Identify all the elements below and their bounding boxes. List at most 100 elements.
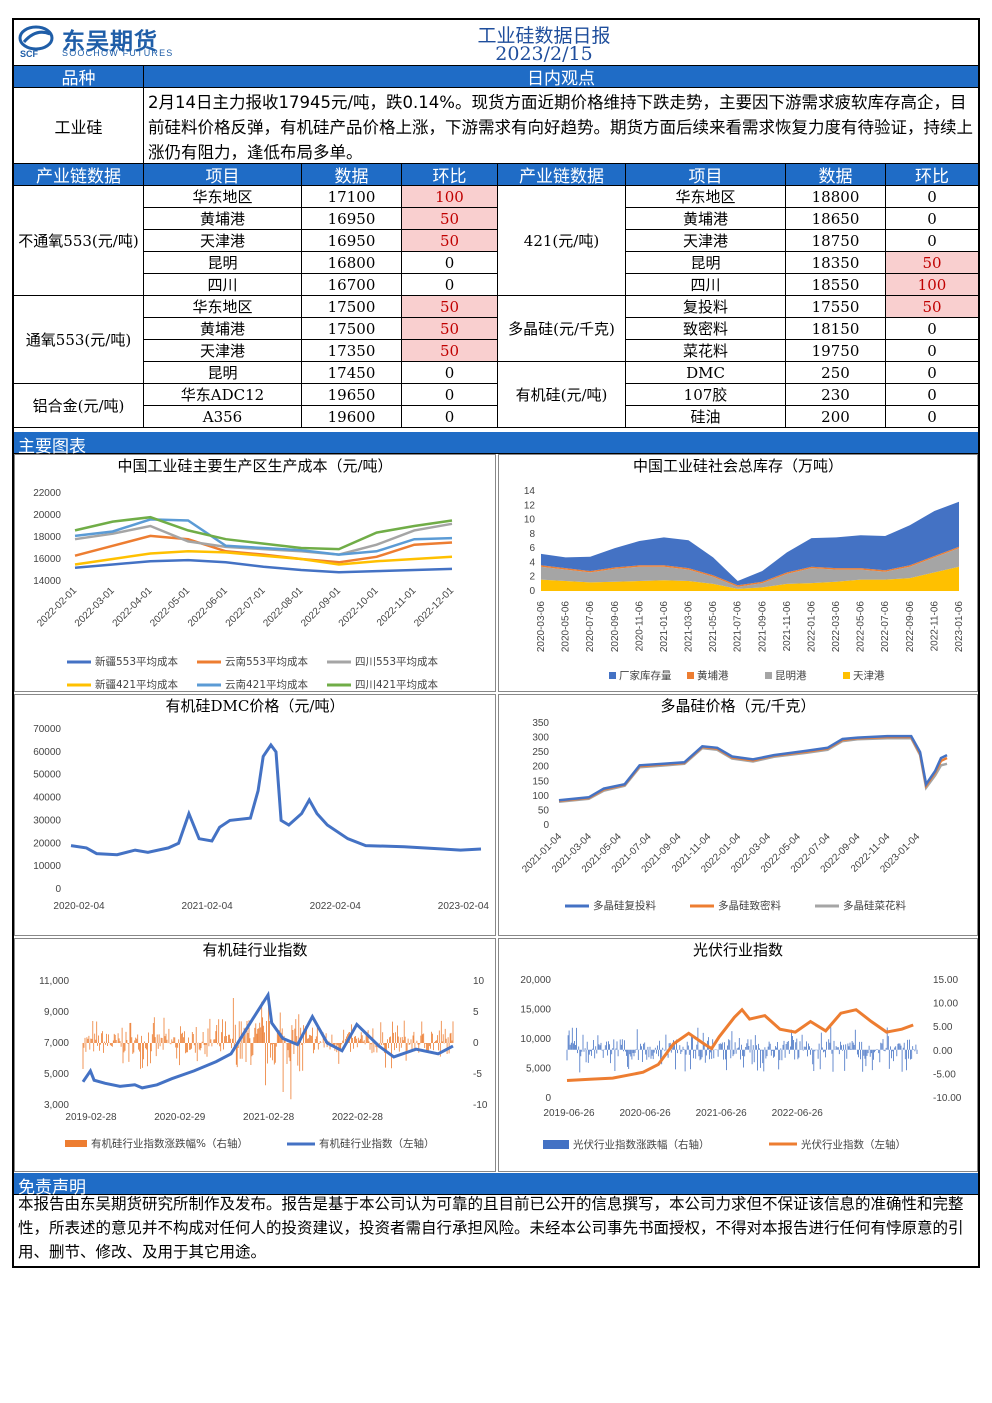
chain-item-cell: 华东地区 bbox=[144, 296, 302, 318]
chain-value-cell: 18350 bbox=[786, 252, 886, 274]
series-line bbox=[558, 735, 948, 803]
series-area bbox=[541, 546, 959, 587]
chart-panel-pv-index: 光伏行业指数 0 5,000 10,000 15,000 20,000 -10.00 -5.… bbox=[498, 938, 978, 1172]
y-tick-label: 40000 bbox=[33, 793, 61, 804]
chain-value-cell: 17350 bbox=[302, 340, 402, 362]
chain-header-cell: 数据 bbox=[786, 164, 886, 187]
legend-label: 多晶硅复投料 bbox=[593, 899, 656, 912]
y-right-tick-label: -10 bbox=[473, 1100, 488, 1111]
x-tick-label: 2019-06-26 bbox=[543, 1108, 595, 1119]
chain-value-cell: 230 bbox=[786, 384, 886, 406]
legend-label: 新疆553平均成本 bbox=[95, 655, 179, 668]
chain-item-cell: 硅油 bbox=[626, 406, 786, 428]
variety-cell: 工业硅 bbox=[14, 88, 144, 164]
logo-name-cn: 东吴期货 bbox=[62, 29, 158, 55]
series-area bbox=[541, 566, 959, 591]
chain-change-cell: 0 bbox=[886, 186, 978, 208]
x-tick-label: 2021-05-06 bbox=[708, 601, 719, 653]
chain-header-cell: 环比 bbox=[886, 164, 978, 187]
y-left-tick-label: 3,000 bbox=[44, 1100, 69, 1111]
x-tick-label: 2020-09-06 bbox=[610, 601, 621, 653]
y-right-tick-label: -5 bbox=[473, 1069, 482, 1080]
chain-header-cell: 项目 bbox=[626, 164, 786, 187]
series-line bbox=[558, 734, 948, 802]
chain-item-cell: 华东地区 bbox=[626, 186, 786, 208]
x-tick-label: 2022-03-06 bbox=[831, 601, 842, 653]
col-view-header: 日内观点 bbox=[144, 66, 978, 89]
y-tick-label: 14000 bbox=[33, 576, 61, 587]
legend-label: 四川553平均成本 bbox=[355, 655, 439, 668]
series-line bbox=[566, 1007, 914, 1082]
chain-change-cell: 0 bbox=[886, 208, 978, 230]
chain-change-cell: 0 bbox=[402, 384, 498, 406]
chain-value-cell: 18750 bbox=[786, 230, 886, 252]
legend-label: 黄埔港 bbox=[697, 669, 729, 682]
legend-swatch bbox=[65, 1140, 87, 1147]
disclaimer-title: 免责声明 bbox=[14, 1173, 978, 1198]
x-tick-label: 2020-02-04 bbox=[53, 901, 105, 912]
chain-change-cell: 0 bbox=[886, 362, 978, 384]
svg-text:SCF: SCF bbox=[20, 49, 39, 58]
y-left-tick-label: 15,000 bbox=[520, 1005, 551, 1016]
chain-value-cell: 16700 bbox=[302, 274, 402, 296]
chain-value-cell: 18650 bbox=[786, 208, 886, 230]
y-tick-label: 18000 bbox=[33, 532, 61, 543]
series-bars bbox=[566, 1027, 918, 1073]
chain-value-cell: 200 bbox=[786, 406, 886, 428]
y-tick-label: 8 bbox=[529, 529, 535, 540]
legend-label: 云南421平均成本 bbox=[225, 678, 309, 690]
x-tick-label: 2021-02-28 bbox=[243, 1112, 295, 1123]
y-tick-label: 70000 bbox=[33, 724, 61, 735]
y-tick-label: 0 bbox=[543, 820, 549, 831]
chain-change-cell: 0 bbox=[886, 406, 978, 428]
y-tick-label: 30000 bbox=[33, 815, 61, 826]
legend-swatch bbox=[609, 672, 616, 679]
legend-label: 光伏行业指数涨跌幅（右轴） bbox=[573, 1138, 710, 1151]
chain-item-cell: A356 bbox=[144, 406, 302, 428]
x-tick-label: 2022-02-04 bbox=[310, 901, 362, 912]
y-tick-label: 150 bbox=[532, 776, 549, 787]
x-tick-label: 2022-07-06 bbox=[880, 601, 891, 653]
chain-item-cell: 华东地区 bbox=[144, 186, 302, 208]
chain-change-cell: 50 bbox=[402, 208, 498, 230]
y-right-tick-label: 0.00 bbox=[933, 1046, 953, 1057]
logo-name-en: SOOCHOW FUTURES bbox=[62, 48, 174, 58]
legend-label: 光伏行业指数（左轴） bbox=[801, 1138, 906, 1151]
x-tick-label: 2020-11-06 bbox=[634, 601, 645, 652]
chain-value-cell: 17550 bbox=[786, 296, 886, 318]
y-tick-label: 10 bbox=[524, 515, 536, 526]
chain-item-cell: 复投料 bbox=[626, 296, 786, 318]
chain-value-cell: 17450 bbox=[302, 362, 402, 384]
legend-label: 四川421平均成本 bbox=[355, 678, 439, 690]
chain-item-cell: 天津港 bbox=[144, 230, 302, 252]
chain-item-cell: 天津港 bbox=[626, 230, 786, 252]
chain-item-cell: DMC bbox=[626, 362, 786, 384]
x-tick-label: 2021-03-06 bbox=[684, 601, 695, 653]
x-tick-label: 2022-09-06 bbox=[905, 601, 916, 653]
chain-change-cell: 50 bbox=[886, 252, 978, 274]
legend-label: 云南553平均成本 bbox=[225, 655, 309, 668]
y-tick-label: 6 bbox=[529, 543, 535, 554]
legend-label: 有机硅行业指数（左轴） bbox=[319, 1137, 435, 1150]
chart-panel-polysilicon: 多晶硅价格（元/千克） 0 50 100 150 200 250 300 350 2021-01… bbox=[498, 694, 978, 936]
chart-title: 多晶硅价格（元/千克） bbox=[660, 697, 816, 715]
series-line bbox=[70, 742, 482, 857]
y-tick-label: 4 bbox=[529, 557, 535, 568]
y-left-tick-label: 10,000 bbox=[520, 1034, 551, 1045]
report-page: SCF 东吴期货 SOOCHOW FUTURES 工业硅数据日报 2023/2/… bbox=[12, 18, 980, 1268]
chain-item-cell: 昆明 bbox=[144, 252, 302, 274]
legend-label: 多晶硅菜花料 bbox=[843, 899, 906, 912]
y-tick-label: 300 bbox=[532, 733, 549, 744]
chain-change-cell: 0 bbox=[886, 230, 978, 252]
y-right-tick-label: 15.00 bbox=[933, 975, 958, 986]
chain-value-cell: 250 bbox=[786, 362, 886, 384]
x-tick-label: 2019-02-28 bbox=[65, 1112, 117, 1123]
series-line bbox=[81, 990, 454, 1090]
y-left-tick-label: 9,000 bbox=[44, 1007, 69, 1018]
chain-value-cell: 19600 bbox=[302, 406, 402, 428]
chain-group-label: 多晶硅(元/千克) bbox=[498, 296, 626, 362]
chain-item-cell: 天津港 bbox=[144, 340, 302, 362]
chart-panel-cost: 中国工业硅主要生产区生产成本（元/吨） 14000 16000 18000 20000… bbox=[14, 454, 496, 692]
x-tick-label: 2020-05-06 bbox=[561, 601, 572, 653]
report-title: 工业硅数据日报 bbox=[477, 25, 611, 47]
